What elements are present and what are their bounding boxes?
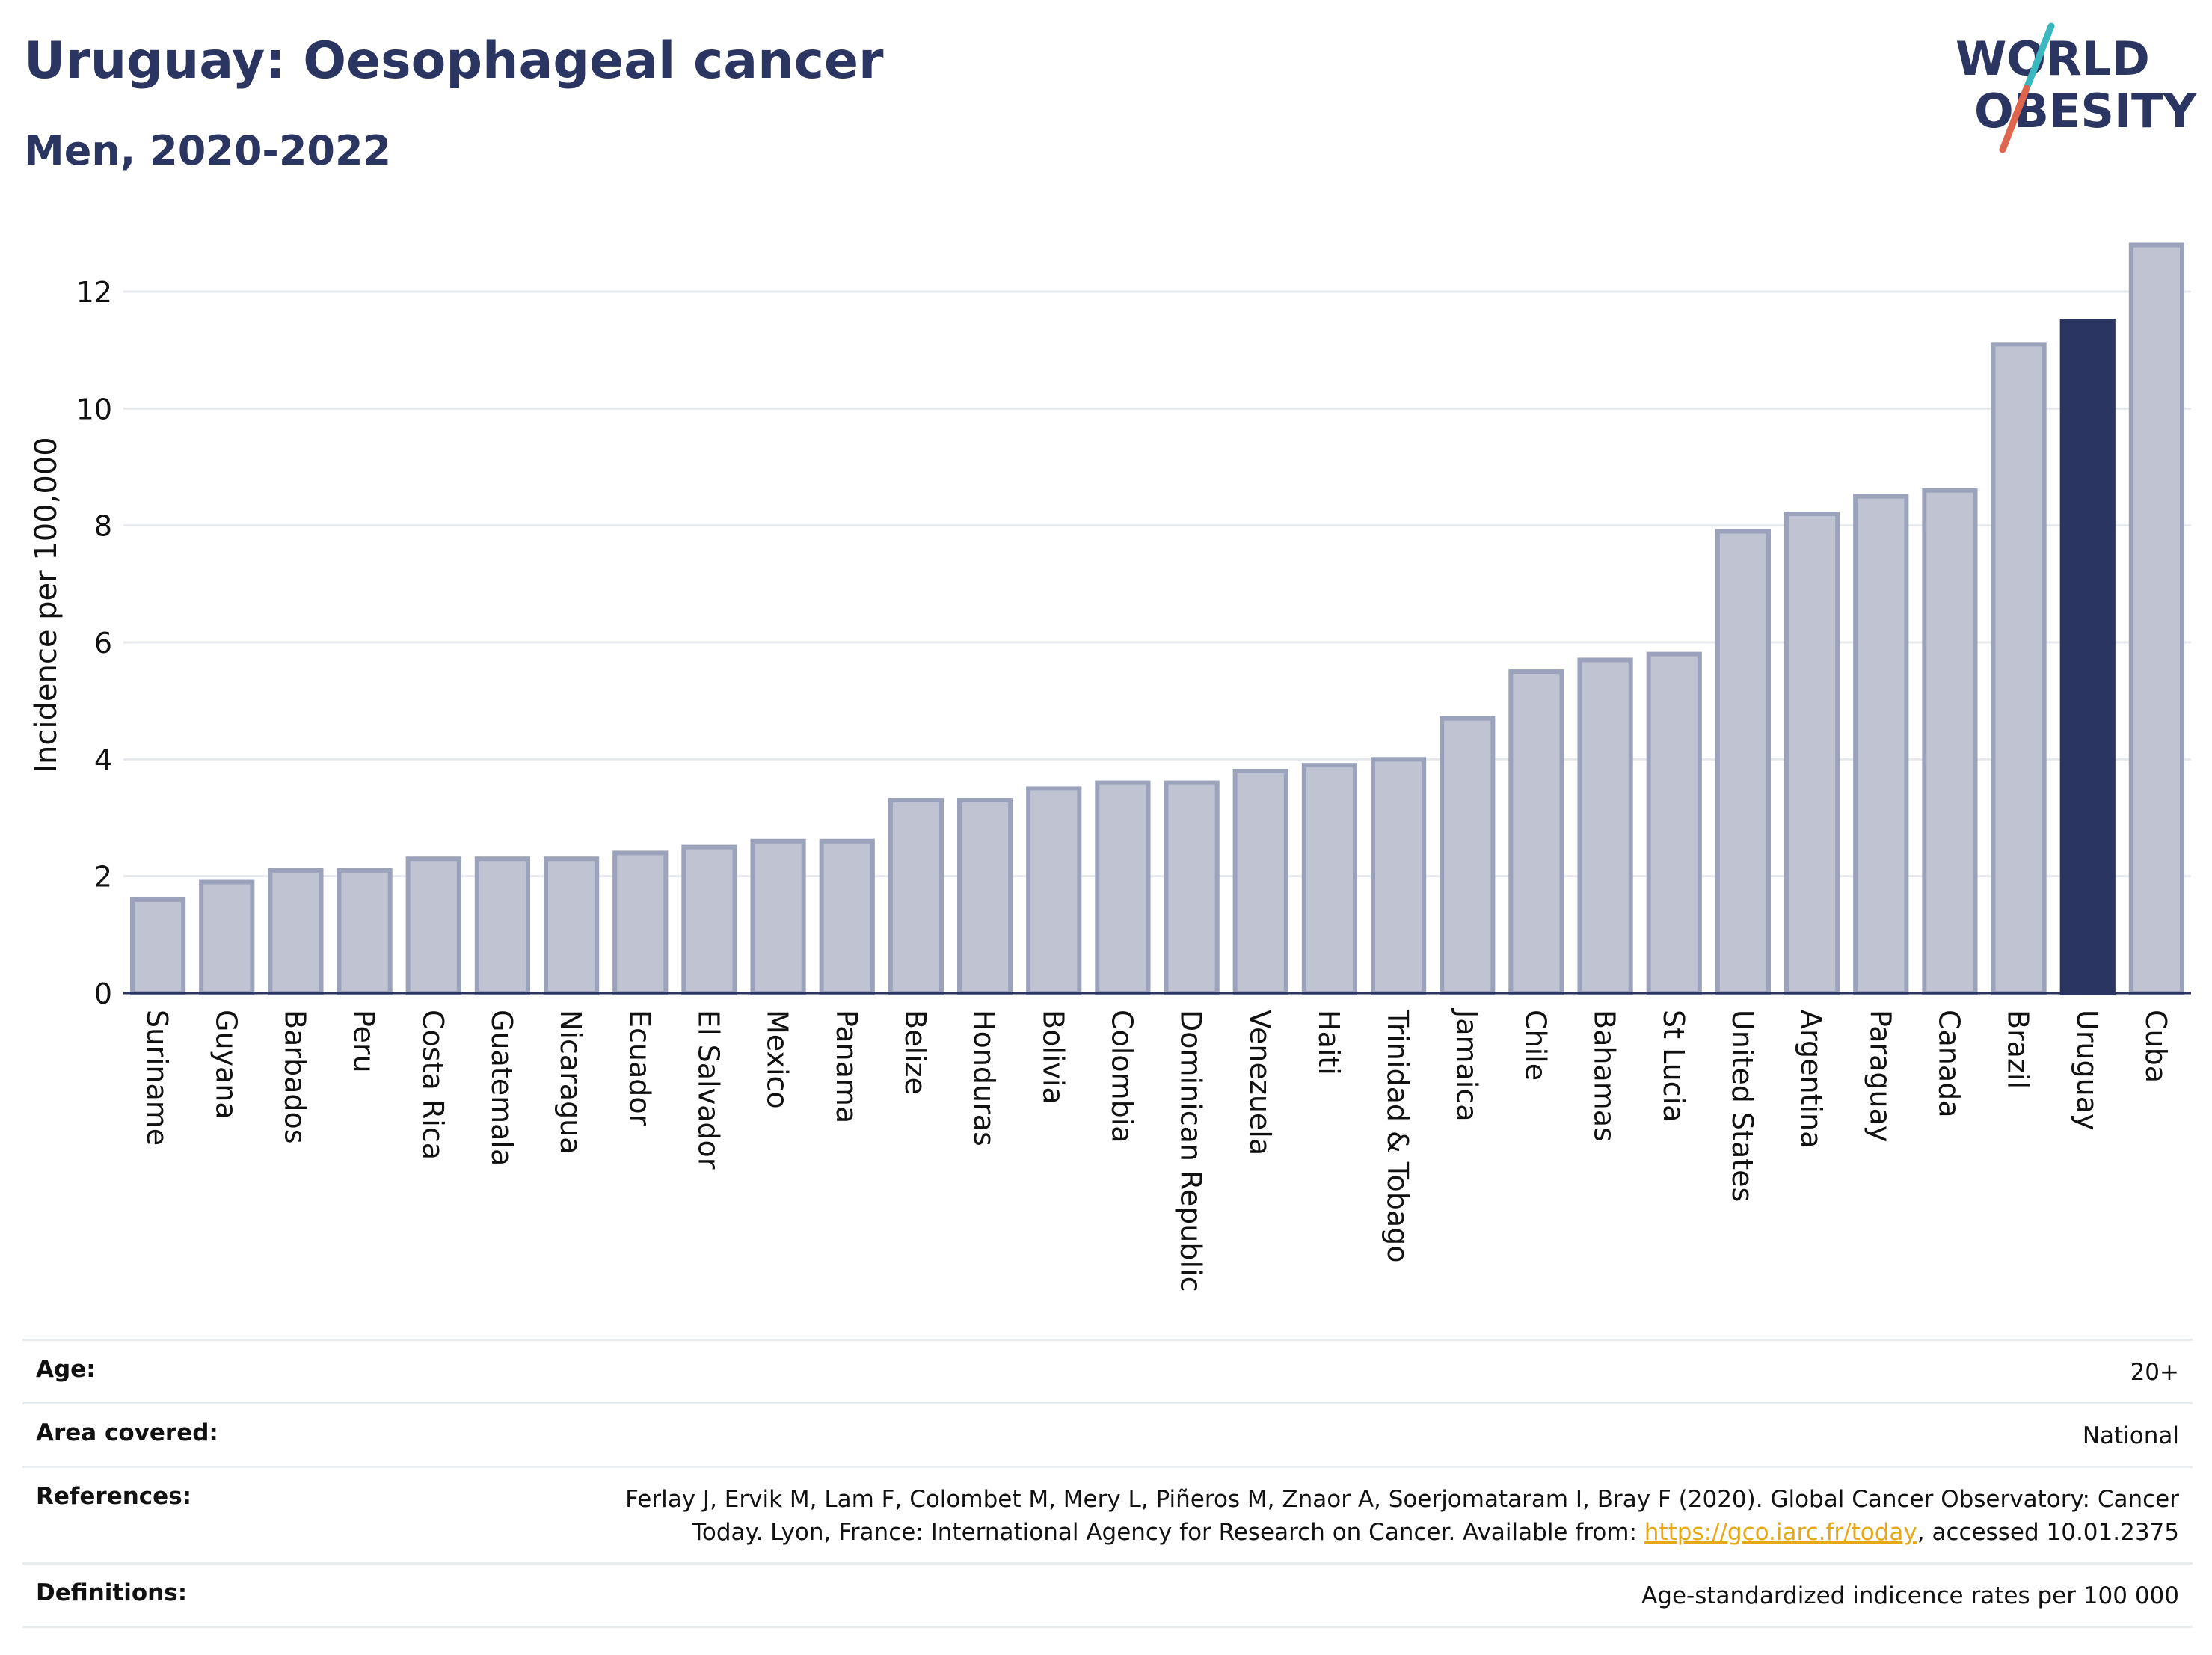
- x-tick-label: St Lucia: [1657, 1010, 1690, 1122]
- bar-venezuela: [1232, 768, 1288, 995]
- world-obesity-logo: WORLD OBESITY: [1956, 22, 2197, 153]
- x-tick-label: Uruguay: [2071, 1010, 2104, 1131]
- y-axis-label: Incidence per 100,000: [29, 437, 64, 773]
- bar-chart: 0 2 4 6 8 10 12 Suriname Guyana Barbados Peru Cost…: [29, 242, 2191, 1292]
- bar-honduras: [956, 798, 1013, 996]
- meta-row-references: References: Ferlay J, Ervik M, Lam F, Co…: [22, 1466, 2193, 1562]
- bar-argentina: [1784, 512, 1840, 995]
- y-tick-label: 6: [94, 627, 112, 660]
- logo-text-world: WORLD: [1956, 31, 2150, 86]
- x-tick-label: United States: [1726, 1010, 1759, 1202]
- x-tick-label: Ecuador: [623, 1010, 656, 1126]
- x-tick-label: Brazil: [2002, 1010, 2035, 1089]
- bar-jamaica: [1440, 716, 1496, 995]
- bar-panama: [819, 838, 875, 996]
- x-tick-label: Panama: [830, 1010, 863, 1123]
- bar-st-lucia: [1646, 651, 1702, 996]
- bar-mexico: [750, 838, 806, 996]
- bar-guyana: [199, 879, 255, 995]
- meta-age-value: 20+: [2130, 1359, 2179, 1386]
- x-tick-label: Jamaica: [1450, 1008, 1483, 1122]
- bar-haiti: [1301, 763, 1358, 996]
- bar-el-salvador: [681, 844, 737, 996]
- x-tick-label: Honduras: [968, 1010, 1001, 1146]
- y-axis-ticks: 0 2 4 6 8 10 12: [76, 276, 112, 1010]
- x-tick-label: Paraguay: [1864, 1010, 1896, 1142]
- references-text-3: , accessed 10.01.2375: [1917, 1519, 2179, 1547]
- bar-belize: [888, 798, 944, 996]
- y-tick-label: 4: [94, 743, 112, 776]
- bar-bahamas: [1577, 657, 1633, 995]
- meta-area-value: National: [2082, 1422, 2179, 1450]
- chart-subtitle: Men, 2020-2022: [24, 127, 392, 174]
- meta-references-value: Ferlay J, Ervik M, Lam F, Colombet M, Me…: [625, 1483, 2179, 1549]
- x-tick-label: Bahamas: [1588, 1010, 1621, 1142]
- y-tick-label: 12: [76, 276, 112, 309]
- x-tick-label: El Salvador: [692, 1010, 725, 1170]
- bar-bolivia: [1026, 786, 1082, 995]
- x-tick-label: Guatemala: [485, 1010, 518, 1166]
- x-tick-label: Mexico: [761, 1010, 794, 1109]
- references-text-2: Today. Lyon, France: International Agenc…: [692, 1519, 1644, 1547]
- bar-guatemala: [474, 856, 531, 996]
- references-text-1: Ferlay J, Ervik M, Lam F, Colombet M, Me…: [625, 1486, 2179, 1514]
- x-tick-label: Trinidad & Tobago: [1381, 1009, 1414, 1263]
- bar-chile: [1508, 669, 1564, 995]
- meta-row-definitions: Definitions: Age-standardized indicence …: [22, 1562, 2193, 1629]
- bar-colombia: [1095, 780, 1151, 995]
- x-tick-label: Dominican Republic: [1175, 1010, 1208, 1292]
- x-tick-label: Venezuela: [1244, 1010, 1276, 1155]
- y-tick-label: 0: [94, 977, 112, 1010]
- references-link[interactable]: https://gco.iarc.fr/today: [1644, 1519, 1917, 1547]
- bar-trinidad-tobago: [1370, 757, 1427, 995]
- metadata-table: Age: 20+ Area covered: National Referenc…: [22, 1339, 2193, 1629]
- x-tick-label: Peru: [348, 1010, 381, 1073]
- x-tick-label: Chile: [1519, 1010, 1552, 1081]
- x-tick-label: Argentina: [1795, 1010, 1828, 1148]
- meta-age-label: Age:: [36, 1356, 96, 1383]
- bar-suriname: [129, 897, 186, 996]
- bar-paraguay: [1853, 494, 1909, 995]
- bar-united-states: [1715, 529, 1772, 995]
- bar-costa-rica: [405, 856, 461, 996]
- bar-dominican-republic: [1164, 780, 1220, 995]
- x-axis-labels: Suriname Guyana Barbados Peru Costa Rica Guat…: [141, 1008, 2172, 1292]
- bar-cuba: [2128, 242, 2185, 995]
- bar-brazil: [1991, 342, 2047, 996]
- x-tick-label: Barbados: [278, 1010, 311, 1144]
- x-tick-label: Bolivia: [1036, 1010, 1069, 1105]
- x-tick-label: Canada: [1932, 1010, 1965, 1118]
- y-tick-label: 10: [76, 393, 112, 426]
- meta-references-label: References:: [36, 1483, 192, 1511]
- meta-definitions-label: Definitions:: [36, 1579, 188, 1607]
- x-tick-label: Belize: [899, 1010, 932, 1095]
- x-tick-label: Nicaragua: [554, 1010, 587, 1155]
- logo-slash-teal: [2023, 22, 2055, 92]
- meta-row-age: Age: 20+: [22, 1339, 2193, 1402]
- x-tick-label: Haiti: [1312, 1010, 1345, 1075]
- bar-ecuador: [612, 850, 669, 996]
- bar-canada: [1922, 488, 1978, 995]
- meta-area-label: Area covered:: [36, 1419, 218, 1447]
- y-tick-label: 8: [94, 510, 112, 543]
- logo-slash-red: [1999, 85, 2030, 153]
- x-tick-label: Costa Rica: [417, 1010, 449, 1160]
- x-tick-label: Colombia: [1105, 1010, 1138, 1143]
- x-tick-label: Guyana: [209, 1010, 242, 1120]
- bars: [129, 242, 2185, 996]
- bar-barbados: [268, 868, 324, 995]
- x-tick-label: Suriname: [141, 1010, 173, 1146]
- meta-definitions-value: Age-standardized indicence rates per 100…: [1641, 1582, 2179, 1610]
- x-tick-label: Cuba: [2139, 1010, 2172, 1083]
- chart-title: Uruguay: Oesophageal cancer: [24, 31, 884, 90]
- bar-peru: [337, 868, 393, 995]
- meta-row-area: Area covered: National: [22, 1402, 2193, 1466]
- bar-nicaragua: [543, 856, 600, 996]
- y-tick-label: 2: [94, 861, 112, 894]
- bar-uruguay: [2059, 319, 2116, 996]
